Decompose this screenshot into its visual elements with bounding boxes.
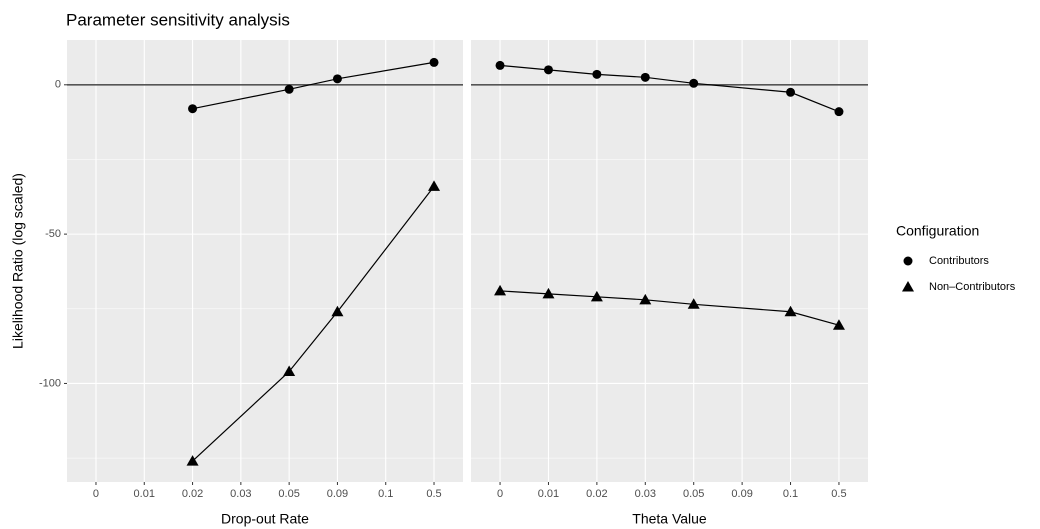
x-tick-label: 0 [497,488,503,500]
x-tick-label: 0 [93,488,99,500]
legend-label: Contributors [929,255,989,267]
circle-marker [284,84,294,94]
x-tick-label: 0.05 [278,488,299,500]
circle-marker [188,104,198,114]
x-tick-label: 0.01 [134,488,155,500]
panel-background [67,40,463,482]
x-tick-label: 0.1 [378,488,393,500]
triangle-marker [687,298,700,309]
circle-marker [592,69,602,79]
circle-marker [332,74,342,84]
circle-marker [903,256,913,266]
triangle-marker [428,180,441,191]
y-tick-label: -100 [39,377,61,389]
x-tick-label: 0.03 [635,488,656,500]
triangle-marker [639,293,652,305]
x-tick-label: 0.1 [783,488,798,500]
chart-title: Parameter sensitivity analysis [66,10,290,29]
y-tick-label: -50 [45,228,61,240]
x-tick-label: 0.02 [586,488,607,500]
x-axis-label: Drop-out Rate [221,511,309,527]
circle-marker [543,65,553,75]
x-tick-label: 0.02 [182,488,203,500]
triangle-marker [832,319,845,330]
triangle-marker [590,290,603,302]
x-axis-label: Theta Value [632,511,707,527]
circle-marker [640,72,650,82]
panel-background [471,40,868,482]
triangle-marker [331,305,344,317]
x-tick-label: 0.09 [731,488,752,500]
x-tick-label: 0.5 [426,488,441,500]
circle-marker [689,78,699,88]
x-tick-label: 0.05 [683,488,704,500]
circle-marker [429,57,439,67]
circle-marker [786,87,796,97]
triangle-marker [902,281,914,292]
x-tick-label: 0.5 [831,488,846,500]
series-line [192,61,435,110]
circle-marker [495,60,505,70]
x-tick-label: 0.01 [538,488,559,500]
x-tick-label: 0.03 [230,488,251,500]
circle-marker [834,107,844,117]
series-line [192,185,435,462]
triangle-marker [283,365,296,376]
y-tick-label: 0 [55,79,61,91]
x-tick-label: 0.09 [327,488,348,500]
triangle-marker [186,455,199,466]
legend-label: Non–Contributors [929,281,1016,293]
y-axis-label: Likelihood Ratio (log scaled) [10,173,26,349]
triangle-marker [542,287,555,299]
triangle-marker [784,305,797,317]
triangle-marker [494,284,507,296]
legend-title: Configuration [896,223,979,239]
